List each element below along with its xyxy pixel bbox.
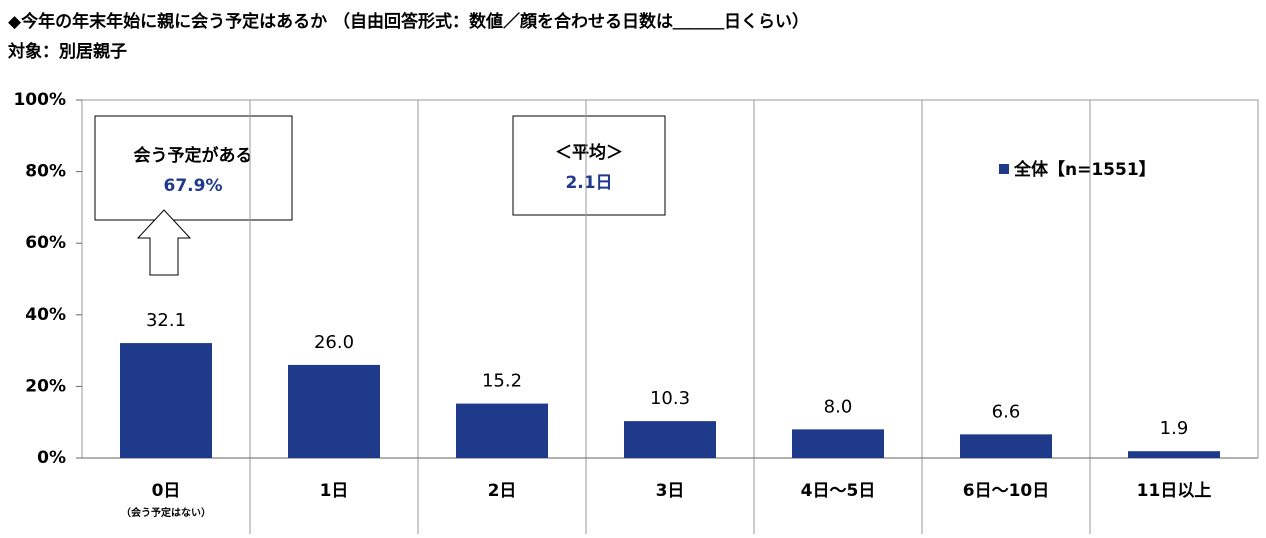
- x-tick-label: 3日: [656, 481, 685, 501]
- annotation-box: [94, 115, 293, 221]
- bar: [120, 343, 212, 458]
- chart-subtitle: 対象：別居親子: [7, 41, 127, 62]
- x-tick-label: 1日: [320, 481, 349, 501]
- arrow: [136, 209, 192, 276]
- y-tick-label: 80%: [25, 162, 66, 182]
- y-tick-label: 20%: [25, 376, 66, 396]
- x-tick-label: 2日: [488, 481, 517, 501]
- bar: [792, 429, 884, 458]
- legend-label: 全体【n=1551】: [1013, 159, 1156, 180]
- annotation-title: 会う予定がある: [134, 145, 253, 166]
- bar: [288, 364, 380, 458]
- category-note: （会う予定はない）: [121, 506, 211, 519]
- chart-title: ◆今年の年末年始に親に会う予定はあるか （自由回答形式：数値／顔を合わせる日数は…: [8, 11, 809, 32]
- annotation-text: 67.9%: [164, 176, 223, 196]
- bar: [1128, 451, 1220, 458]
- bar: [960, 434, 1052, 458]
- y-tick-label: 100%: [13, 90, 66, 110]
- value-label: 10.3: [650, 388, 690, 409]
- x-tick-label: 6日～10日: [963, 481, 1050, 501]
- bar: [456, 403, 548, 458]
- annotation-text: 2.1日: [565, 173, 612, 193]
- value-label: 8.0: [824, 396, 853, 417]
- value-label: 32.1: [146, 310, 186, 331]
- annotation-title: ＜平均＞: [555, 142, 623, 163]
- value-label: 15.2: [482, 371, 522, 392]
- legend-swatch: [999, 164, 1009, 174]
- y-tick-label: 60%: [25, 233, 66, 253]
- value-label: 26.0: [314, 332, 354, 353]
- y-tick-label: 40%: [25, 305, 66, 325]
- bar: [624, 421, 716, 458]
- y-tick-label: 0%: [37, 448, 66, 468]
- value-label: 1.9: [1160, 418, 1189, 439]
- x-tick-label: 11日以上: [1137, 481, 1212, 501]
- x-tick-label: 4日～5日: [801, 481, 876, 501]
- x-tick-label: 0日: [152, 481, 181, 501]
- value-label: 6.6: [992, 401, 1021, 422]
- annotation-box: [512, 115, 666, 216]
